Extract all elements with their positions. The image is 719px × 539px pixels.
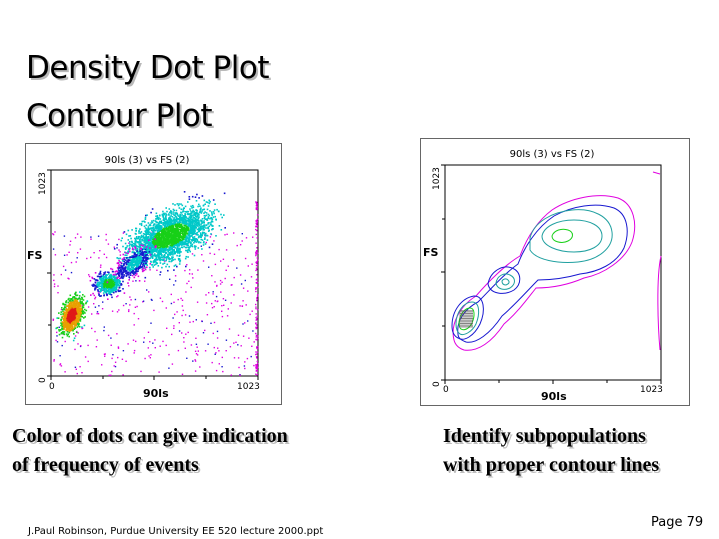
caption-right-line1: Identify subpopulations (443, 425, 646, 447)
contour-lines (451, 171, 662, 351)
contour-plot-x-tick-min: 0 (443, 385, 449, 395)
contour-plot-x-ticks (444, 380, 662, 384)
contour-plot-area (444, 164, 662, 381)
contour-plot-x-label: 90ls (541, 390, 567, 403)
dot-plot-y-ticks (47, 169, 51, 377)
contour-mid-3 (501, 278, 510, 286)
dot-plot-y-label: FS (27, 249, 43, 262)
dot-plot-x-ticks (50, 376, 259, 380)
caption-left-line1: Color of dots can give indication (12, 425, 288, 447)
contour-plot-y-tick-min: 0 (432, 381, 442, 387)
contour-teal-1 (529, 209, 613, 263)
slide-title-contour-plot: Contour Plot (26, 98, 213, 134)
contour-peak-hatch (459, 310, 473, 328)
dot-plot-area (50, 169, 259, 377)
footer-credit: J.Paul Robinson, Purdue University EE 52… (28, 526, 324, 537)
contour-outer (452, 195, 636, 351)
contour-plot-panel: 90ls (3) vs FS (2) 1023 0 0 1023 FS 90ls (420, 138, 690, 406)
caption-left: Color of dots can give indication of fre… (12, 422, 288, 480)
contour-plot-title: 90ls (3) vs FS (2) (510, 149, 595, 160)
caption-right: Identify subpopulations with proper cont… (443, 422, 659, 480)
dot-plot-x-label: 90ls (143, 387, 169, 400)
contour-green-peak-1 (551, 228, 573, 243)
density-dot-plot: 90ls (3) vs FS (2) 1023 0 0 1023 FS 90ls (25, 143, 282, 405)
dot-plot-y-tick-max: 1023 (38, 172, 48, 195)
contour-top-right-tick (652, 171, 661, 175)
dot-plot-x-tick-min: 0 (49, 382, 55, 392)
contour-low-1 (451, 295, 484, 340)
contour-plot-y-ticks (441, 164, 445, 381)
contour-plot: 90ls (3) vs FS (2) 1023 0 0 1023 FS 90ls (420, 138, 690, 406)
dot-plot-y-tick-min: 0 (38, 377, 48, 383)
contour-outer-right (657, 255, 662, 351)
dot-plot-x-tick-max: 1023 (237, 382, 260, 392)
contour-plot-x-tick-max: 1023 (640, 385, 663, 395)
contour-plot-y-tick-max: 1023 (432, 167, 442, 190)
contour-plot-y-label: FS (423, 246, 439, 259)
contour-mid-2 (495, 273, 515, 290)
caption-left-line2: of frequency of events (12, 454, 199, 476)
density-dots (52, 191, 259, 377)
contour-mid-1 (487, 266, 521, 294)
contour-low-2 (455, 301, 480, 335)
density-dot-plot-panel: 90ls (3) vs FS (2) 1023 0 0 1023 FS 90ls (25, 143, 282, 405)
caption-right-line2: with proper contour lines (443, 454, 660, 476)
dot-plot-title: 90ls (3) vs FS (2) (105, 155, 190, 166)
slide-title-density-dot-plot: Density Dot Plot (26, 50, 269, 86)
contour-teal-2 (541, 219, 603, 253)
page-number: Page 79 (651, 515, 704, 530)
